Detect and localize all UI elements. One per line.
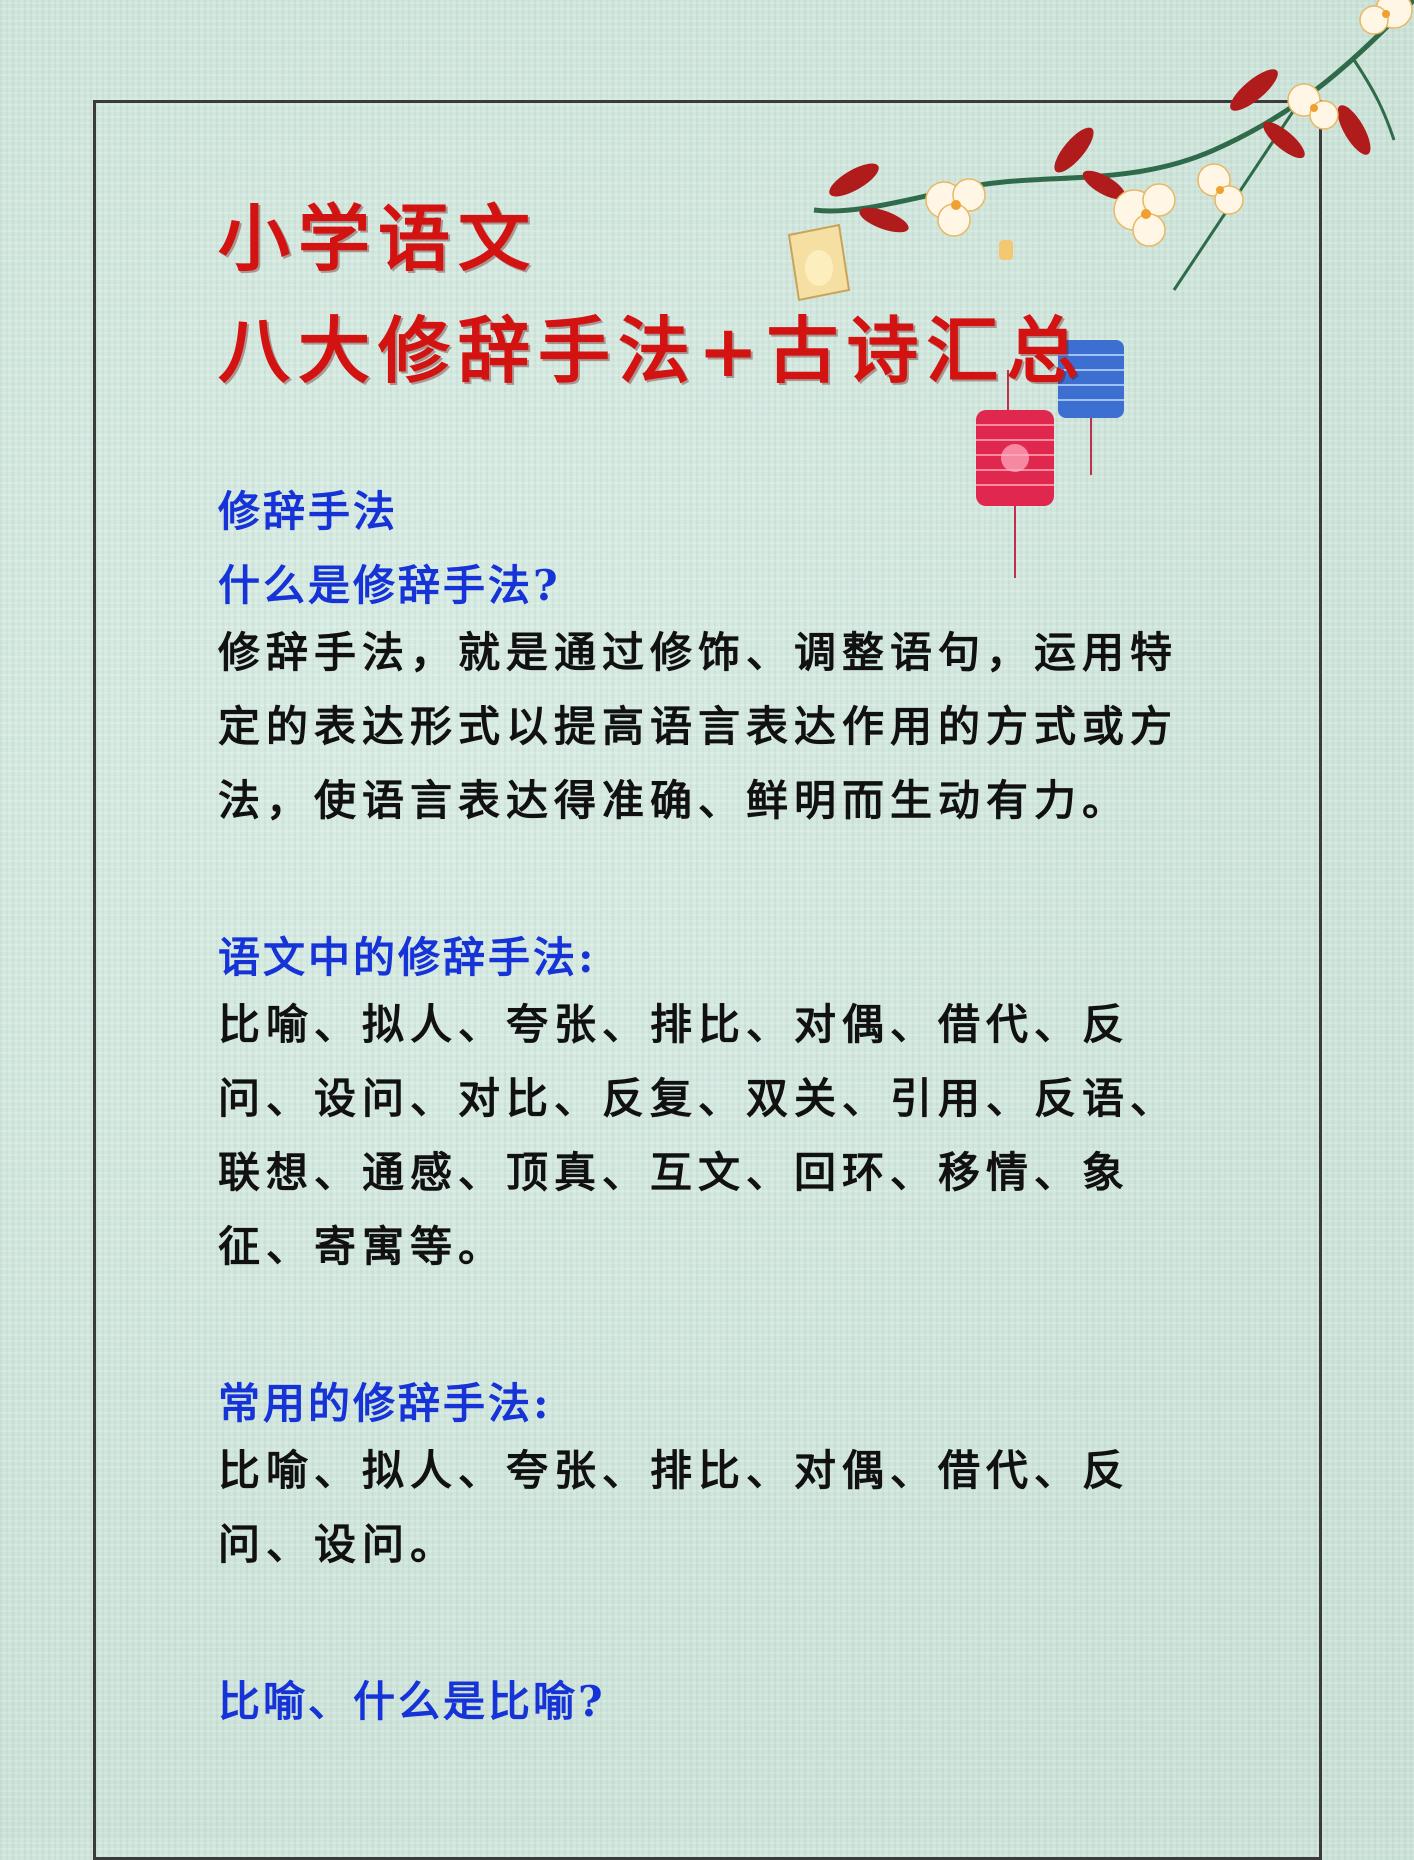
heading-what-is-metaphor: 比喻、什么是比喻? <box>218 1677 606 1726</box>
plum-blossom-lantern-decoration <box>787 0 1414 578</box>
question-what-is-rhetoric: 什么是修辞手法? <box>218 561 561 610</box>
paper-lantern-icon <box>787 223 851 302</box>
definition-paragraph: 修辞手法，就是通过修饰、调整语句，运用特定的表达形式以提高语言表达作用的方式或方… <box>218 628 1179 825</box>
rhetoric-list-all: 比喻、拟人、夸张、排比、对偶、借代、反问、设问、对比、反复、双关、引用、反语、联… <box>218 1000 1179 1271</box>
blue-lantern-icon <box>1058 340 1124 475</box>
title-line-2: 八大修辞手法+古诗汇总 <box>218 308 1087 393</box>
heading-rhetoric-in-chinese: 语文中的修辞手法: <box>218 933 597 982</box>
branch <box>813 0 1414 214</box>
heading-common-rhetoric: 常用的修辞手法: <box>218 1379 552 1428</box>
red-lantern-icon <box>976 370 1054 578</box>
title-line-1: 小学语文 <box>218 196 539 281</box>
rhetoric-list-common: 比喻、拟人、夸张、排比、对偶、借代、反问、设问。 <box>218 1446 1131 1569</box>
section-heading-rhetoric: 修辞手法 <box>218 487 399 536</box>
